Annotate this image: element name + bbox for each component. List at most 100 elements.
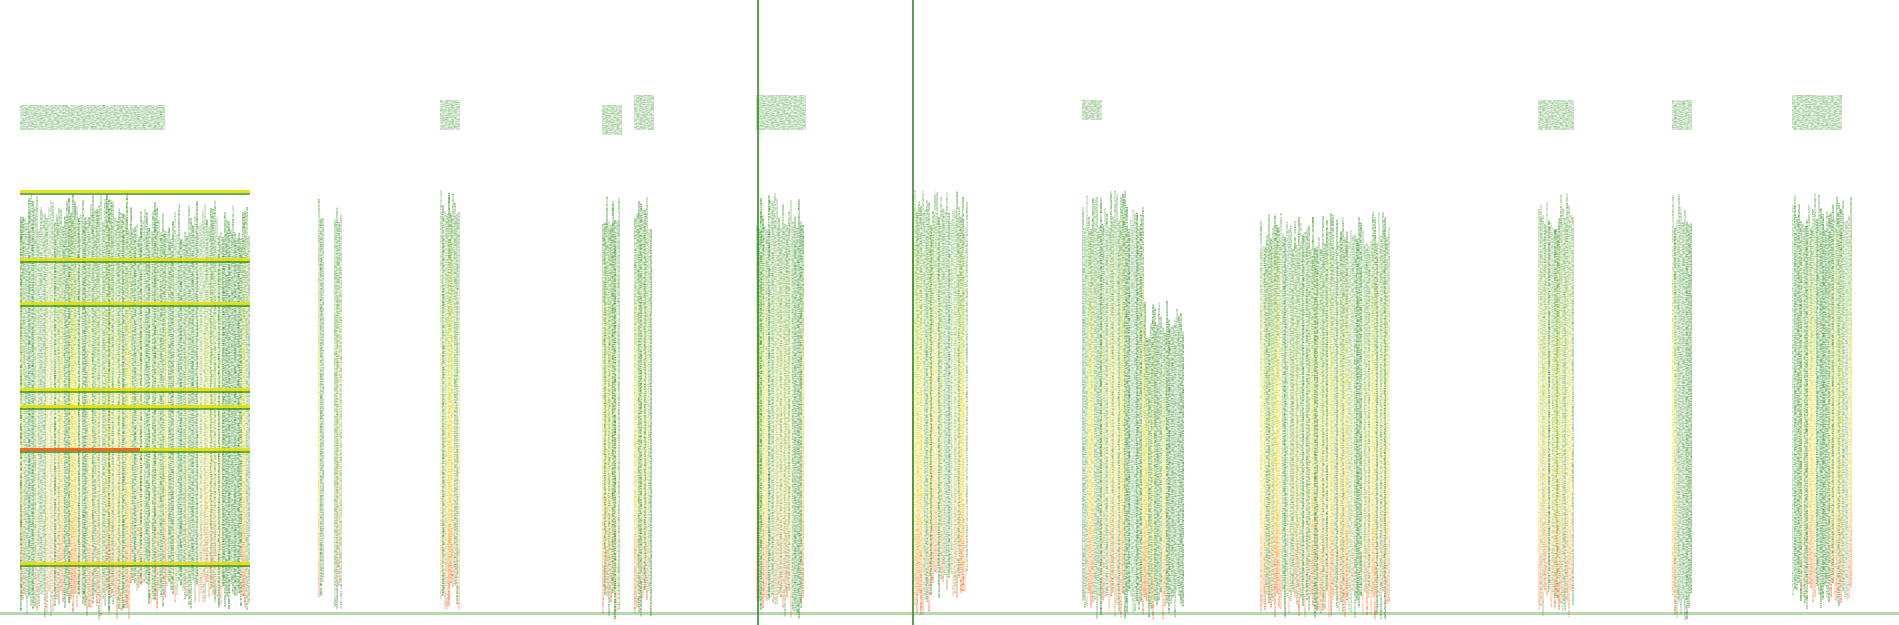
spectral-column bbox=[238, 232, 240, 594]
spectral-column bbox=[606, 195, 608, 596]
segment-divider bbox=[912, 0, 914, 625]
spectral-column bbox=[940, 196, 942, 580]
spectral-column bbox=[66, 201, 68, 597]
spectral-column bbox=[1134, 212, 1136, 612]
spectral-column bbox=[86, 217, 88, 617]
spectral-column bbox=[1174, 318, 1176, 618]
spectral-column bbox=[950, 219, 952, 574]
spectral-column bbox=[1340, 231, 1342, 603]
spectral-column bbox=[110, 200, 112, 599]
spectral-column bbox=[140, 211, 142, 586]
spectral-column bbox=[1368, 246, 1370, 597]
spectral-column bbox=[1818, 194, 1820, 595]
spectral-column bbox=[1280, 213, 1282, 609]
spectral-column bbox=[1136, 212, 1138, 602]
upper-band bbox=[1538, 100, 1574, 130]
spectral-column bbox=[126, 191, 128, 608]
spectral-column bbox=[1822, 214, 1824, 600]
spectral-column bbox=[1794, 195, 1796, 590]
spectral-column bbox=[1126, 206, 1128, 613]
harmonic-line bbox=[20, 193, 250, 195]
spectral-column bbox=[1158, 302, 1160, 601]
spectral-column bbox=[54, 222, 56, 606]
spectral-column bbox=[1548, 220, 1550, 593]
spectral-column bbox=[442, 204, 444, 596]
spectral-column bbox=[1842, 200, 1844, 592]
spectral-column bbox=[642, 209, 644, 599]
spectral-column bbox=[228, 221, 230, 610]
baseline bbox=[0, 612, 1899, 615]
spectral-column bbox=[1166, 300, 1168, 604]
spectral-column bbox=[802, 225, 804, 599]
harmonic-line bbox=[20, 562, 250, 565]
spectral-column bbox=[966, 201, 968, 574]
spectral-column bbox=[182, 239, 184, 591]
spectral-column bbox=[104, 198, 106, 606]
spectral-column bbox=[1146, 338, 1148, 602]
spectral-column bbox=[936, 192, 938, 574]
spectral-column bbox=[1120, 197, 1122, 618]
spectral-column bbox=[1836, 197, 1838, 602]
spectral-column bbox=[94, 210, 96, 596]
spectral-column bbox=[1560, 194, 1562, 604]
spectral-column bbox=[232, 205, 234, 594]
spectral-column bbox=[1332, 215, 1334, 600]
spectral-energy-bands bbox=[20, 95, 1852, 620]
spectral-column bbox=[98, 203, 100, 620]
spectral-column bbox=[338, 221, 340, 586]
spectral-column bbox=[72, 193, 74, 613]
spectral-column bbox=[1846, 220, 1848, 600]
spectral-column bbox=[1108, 227, 1110, 612]
spectral-column bbox=[1810, 227, 1812, 589]
harmonic-line bbox=[20, 258, 250, 261]
spectral-column bbox=[208, 227, 210, 598]
spectral-column bbox=[1160, 316, 1162, 593]
spectral-column bbox=[794, 216, 796, 612]
spectral-column bbox=[1156, 324, 1158, 606]
spectral-column bbox=[128, 229, 130, 620]
spectral-column bbox=[796, 227, 798, 614]
spectral-column bbox=[648, 229, 650, 592]
spectral-column bbox=[144, 208, 146, 583]
spectral-column bbox=[778, 217, 780, 595]
spectral-column bbox=[62, 226, 64, 602]
harmonic-line bbox=[20, 565, 250, 567]
spectral-column bbox=[1830, 212, 1832, 598]
spectral-column bbox=[1376, 243, 1378, 614]
spectral-column bbox=[1346, 231, 1348, 601]
spectral-column bbox=[644, 209, 646, 591]
spectral-column bbox=[1328, 231, 1330, 618]
spectral-column bbox=[1350, 230, 1352, 613]
spectral-column bbox=[222, 236, 224, 587]
harmonic-line bbox=[20, 261, 250, 263]
harmonic-line bbox=[20, 408, 250, 410]
spectral-column bbox=[320, 218, 322, 596]
spectral-column bbox=[82, 200, 84, 605]
spectral-column bbox=[138, 236, 140, 588]
spectral-column bbox=[934, 191, 936, 573]
spectral-column bbox=[1128, 228, 1130, 592]
spectral-column bbox=[48, 206, 50, 592]
spectral-column bbox=[1148, 337, 1150, 618]
spectral-column bbox=[234, 232, 236, 596]
spectral-column bbox=[1114, 190, 1116, 617]
spectral-column bbox=[1388, 227, 1390, 603]
spectral-column bbox=[1086, 195, 1088, 607]
spectral-column bbox=[116, 220, 118, 620]
spectral-column bbox=[618, 197, 620, 610]
spectral-column bbox=[1308, 224, 1310, 611]
spectral-column bbox=[1334, 246, 1336, 596]
spectral-column bbox=[444, 211, 446, 610]
spectral-column bbox=[1162, 326, 1164, 619]
spectral-column bbox=[1262, 246, 1264, 605]
spectral-column bbox=[1828, 214, 1830, 603]
spectral-column bbox=[452, 192, 454, 587]
spectral-column bbox=[242, 211, 244, 596]
spectral-column bbox=[960, 217, 962, 593]
spectral-column bbox=[1802, 222, 1804, 597]
spectral-column bbox=[1098, 227, 1100, 597]
spectral-column bbox=[186, 236, 188, 597]
spectral-column bbox=[602, 223, 604, 614]
